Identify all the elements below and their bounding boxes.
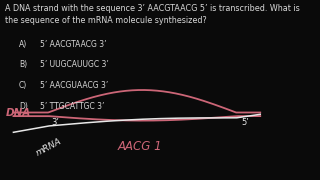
Text: B): B) (19, 60, 27, 69)
Text: A): A) (19, 40, 27, 49)
Text: 3’: 3’ (51, 118, 59, 127)
Text: 5’ TTGCATTGC 3’: 5’ TTGCATTGC 3’ (40, 102, 105, 111)
Text: 5’ AACGTAACG 3’: 5’ AACGTAACG 3’ (40, 40, 107, 49)
Text: C): C) (19, 81, 27, 90)
Text: 5’ UUGCAUUGC 3’: 5’ UUGCAUUGC 3’ (40, 60, 109, 69)
Text: 5’ AACGUAACG 3’: 5’ AACGUAACG 3’ (40, 81, 108, 90)
Text: 5’: 5’ (242, 118, 249, 127)
Text: mRNA: mRNA (35, 137, 64, 158)
Text: DNA: DNA (5, 107, 31, 118)
Text: A DNA strand with the sequence 3’ AACGTAACG 5’ is transcribed. What is
the seque: A DNA strand with the sequence 3’ AACGTA… (5, 4, 300, 25)
Text: AACG 1: AACG 1 (117, 140, 162, 153)
Text: D): D) (19, 102, 28, 111)
